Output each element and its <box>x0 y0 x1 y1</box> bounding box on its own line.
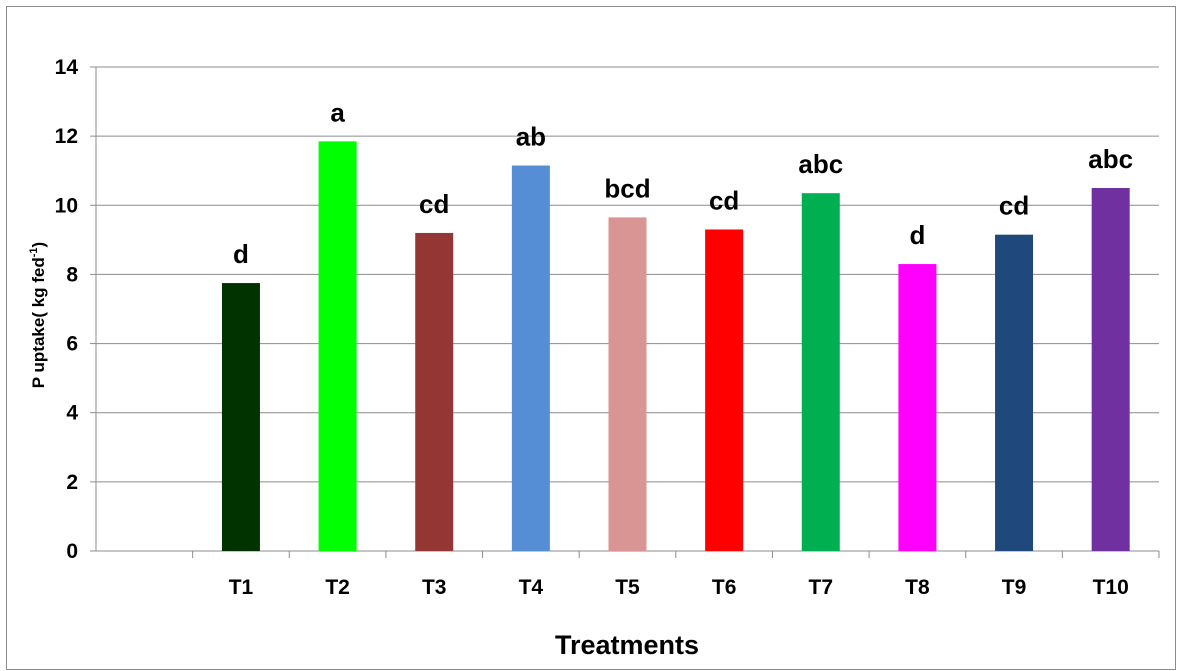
bar <box>318 141 357 552</box>
significance-label: ab <box>516 122 546 152</box>
x-tick-label: T1 <box>229 576 254 599</box>
x-tick-label: T7 <box>809 576 834 599</box>
y-tick-label: 14 <box>55 56 79 79</box>
bar <box>801 193 840 551</box>
labels: 0 2 4 6 8 10 12 14 T1 d T2 a T3 cd T4 ab T5 bcd T6 cd T7 abc T… <box>55 56 1133 599</box>
significance-label: cd <box>709 185 739 215</box>
bar <box>608 217 647 551</box>
y-tick-label: 6 <box>66 333 78 356</box>
x-tick-label: T2 <box>325 576 350 599</box>
bar <box>415 232 454 551</box>
y-tick-label: 2 <box>66 471 78 494</box>
y-tick-label: 4 <box>66 402 78 425</box>
y-tick-label: 8 <box>66 263 78 286</box>
significance-label: cd <box>419 189 449 219</box>
y-axis-title-close: ) <box>29 242 48 248</box>
y-axis-title-superscript: -1 <box>28 247 40 257</box>
significance-label: abc <box>1088 144 1133 174</box>
y-tick-label: 0 <box>66 540 78 563</box>
bar <box>221 283 260 551</box>
y-axis-title-main: P uptake( kg fed <box>29 257 48 388</box>
bar <box>995 234 1034 551</box>
y-tick-label: 12 <box>55 125 78 148</box>
x-tick-label: T9 <box>1002 576 1027 599</box>
significance-label: cd <box>999 191 1029 221</box>
significance-label: bcd <box>604 173 650 203</box>
y-tick-label: 10 <box>55 194 78 217</box>
x-axis-title: Treatments <box>555 630 699 660</box>
x-tick-label: T4 <box>519 576 544 599</box>
bars <box>221 141 1130 552</box>
bar <box>898 264 937 551</box>
significance-label: d <box>233 239 249 269</box>
significance-label: abc <box>798 149 843 179</box>
x-tick-label: T3 <box>422 576 447 599</box>
x-tick-label: T6 <box>712 576 737 599</box>
significance-label: a <box>330 97 345 127</box>
chart-frame: 0 2 4 6 8 10 12 14 T1 d T2 a T3 cd T4 ab T5 bcd T6 cd T7 abc T… <box>6 6 1176 670</box>
bar <box>511 165 550 551</box>
significance-label: d <box>909 220 925 250</box>
bar-chart: 0 2 4 6 8 10 12 14 T1 d T2 a T3 cd T4 ab T5 bcd T6 cd T7 abc T… <box>28 56 1160 660</box>
x-tick-label: T8 <box>905 576 930 599</box>
y-axis-title: P uptake( kg fed-1) <box>28 242 48 388</box>
bar <box>1091 188 1130 551</box>
bar <box>705 229 744 551</box>
x-tick-label: T10 <box>1093 576 1129 599</box>
x-tick-label: T5 <box>615 576 640 599</box>
